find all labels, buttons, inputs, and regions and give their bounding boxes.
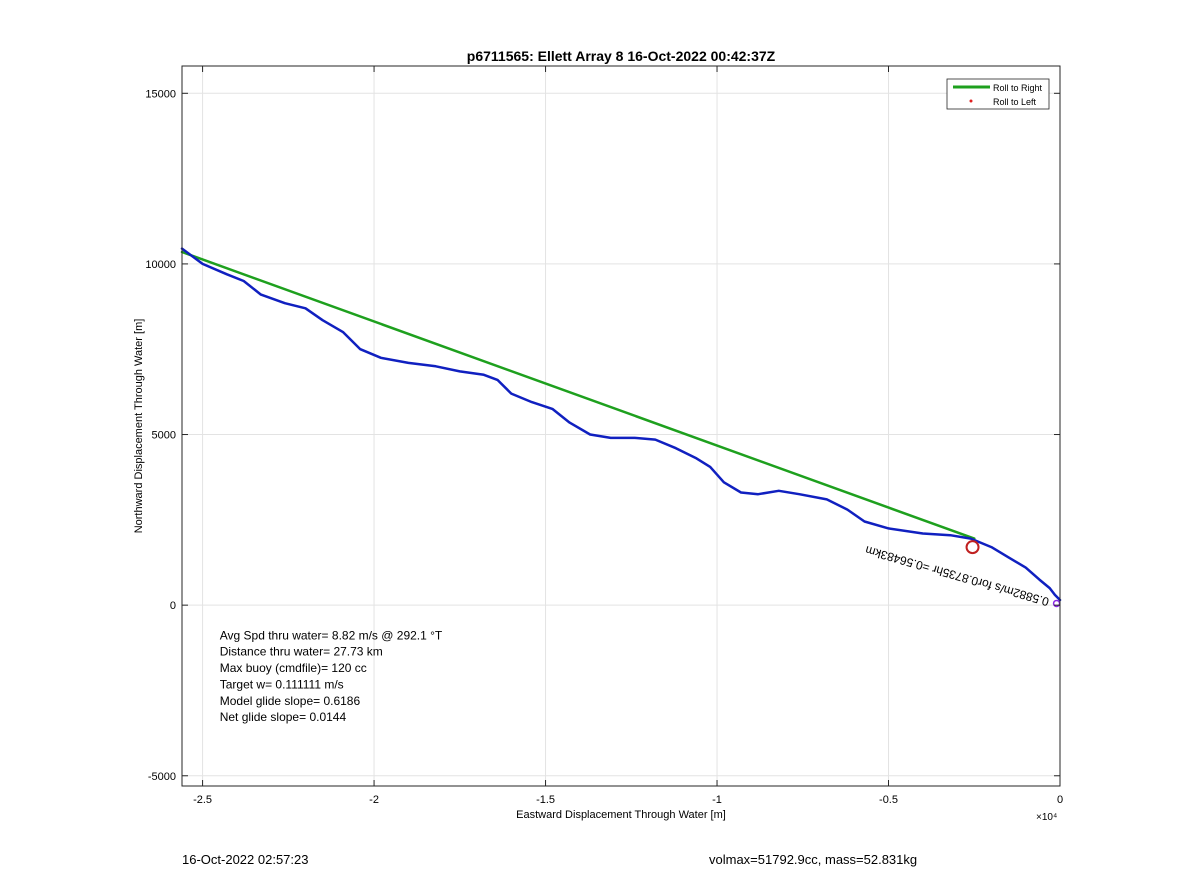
y-tick-label: 15000 bbox=[145, 88, 176, 100]
y-tick-label: -5000 bbox=[148, 771, 176, 783]
y-tick-label: 5000 bbox=[152, 430, 176, 442]
plot-series bbox=[180, 247, 1062, 602]
annotation-text: Target w= 0.111111 m/s bbox=[220, 677, 344, 691]
annotation-text: Avg Spd thru water= 8.82 m/s @ 292.1 °T bbox=[220, 628, 443, 642]
legend-label-roll-left: Roll to Left bbox=[993, 97, 1037, 107]
annotation-text: Model glide slope= 0.6186 bbox=[220, 694, 361, 708]
annotation-text: Distance thru water= 27.73 km bbox=[220, 645, 383, 659]
y-tick-label: 0 bbox=[170, 600, 176, 612]
annotation-text: Max buoy (cmdfile)= 120 cc bbox=[220, 661, 367, 675]
annotation-text: Net glide slope= 0.0144 bbox=[220, 710, 347, 724]
legend-box bbox=[946, 78, 1050, 110]
annotation-block: Avg Spd thru water= 8.82 m/s @ 292.1 °T D… bbox=[220, 628, 443, 724]
track-line bbox=[180, 247, 1062, 602]
footer-summary: volmax=51792.9cc, mass=52.831kg bbox=[709, 852, 918, 867]
legend: Roll to Right Roll to Left bbox=[946, 78, 1050, 110]
axes-box bbox=[181, 65, 1061, 787]
rotated-label-text: 0.5882m/s for0.8735hr =0.56483km bbox=[864, 543, 1051, 609]
x-tick-label: -1.5 bbox=[536, 794, 555, 806]
footer-timestamp: 16-Oct-2022 02:57:23 bbox=[182, 852, 309, 867]
x-tick-label: -2 bbox=[369, 794, 379, 806]
chart-title: p6711565: Ellett Array 8 16-Oct-2022 00:… bbox=[467, 48, 776, 64]
y-tick-label: 10000 bbox=[145, 259, 176, 271]
x-tick-label: -0.5 bbox=[879, 794, 898, 806]
roll-right-line bbox=[180, 250, 976, 540]
x-tick-label: -2.5 bbox=[193, 794, 212, 806]
rotated-segment-label: 0.5882m/s for0.8735hr =0.56483km bbox=[864, 543, 1051, 609]
legend-label-roll-right: Roll to Right bbox=[993, 83, 1043, 93]
legend-swatch-roll-left bbox=[969, 99, 973, 103]
x-tick-label: 0 bbox=[1057, 794, 1063, 806]
x-tick-label: -1 bbox=[712, 794, 722, 806]
x-axis-label: Eastward Displacement Through Water [m] bbox=[516, 809, 726, 821]
y-axis-label: Northward Displacement Through Water [m] bbox=[133, 319, 145, 534]
axis-ticks: -2.5 -2 -1.5 -1 -0.5 0 -5000 0 5000 10000 15000 bbox=[145, 66, 1063, 806]
marker-open-circle bbox=[965, 540, 980, 555]
x-exponent-label: ×10⁴ bbox=[1036, 812, 1057, 823]
